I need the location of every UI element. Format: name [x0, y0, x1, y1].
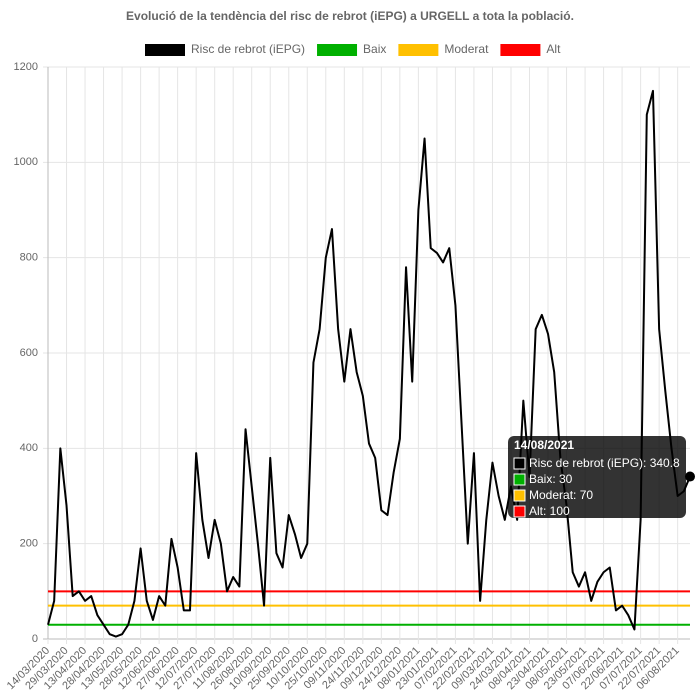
y-tick-label: 600: [20, 347, 38, 359]
y-tick-label: 1000: [14, 156, 38, 168]
tooltip-swatch: [513, 457, 526, 470]
tooltip-item: Moderat: 70: [529, 488, 593, 502]
tooltip-box: [508, 436, 686, 518]
y-tick-label: 200: [20, 538, 38, 550]
tooltip-title: 14/08/2021: [514, 438, 574, 452]
legend-swatch: [398, 44, 439, 56]
tooltip: 14/08/2021 Risc de rebrot (iEPG): 340.8 Ba…: [508, 436, 686, 518]
point: [685, 471, 695, 482]
tooltip-swatch: [513, 489, 526, 502]
legend-label: Alt: [546, 42, 561, 56]
tooltip-item: Risc de rebrot (iEPG): 340.8: [529, 456, 680, 470]
tooltip-item: Alt: 100: [529, 504, 570, 518]
legend-swatch: [317, 44, 358, 56]
legend-label: Risc de rebrot (iEPG): [191, 42, 305, 56]
y-tick-label: 0: [32, 633, 38, 645]
y-tick-label: 1200: [14, 61, 38, 73]
legend-swatch: [145, 44, 185, 56]
y-tick-label: 400: [20, 442, 38, 454]
y-tick-label: 800: [20, 252, 38, 264]
tooltip-item: Baix: 30: [529, 472, 573, 486]
legend-swatch: [500, 44, 541, 56]
series-line: [47, 89, 691, 638]
chart-title: Evolució de la tendència del risc de reb…: [126, 9, 574, 23]
tooltip-swatch: [513, 473, 526, 486]
legend-label: Baix: [363, 42, 386, 56]
legend-label: Moderat: [444, 42, 489, 56]
tooltip-swatch: [513, 505, 526, 518]
